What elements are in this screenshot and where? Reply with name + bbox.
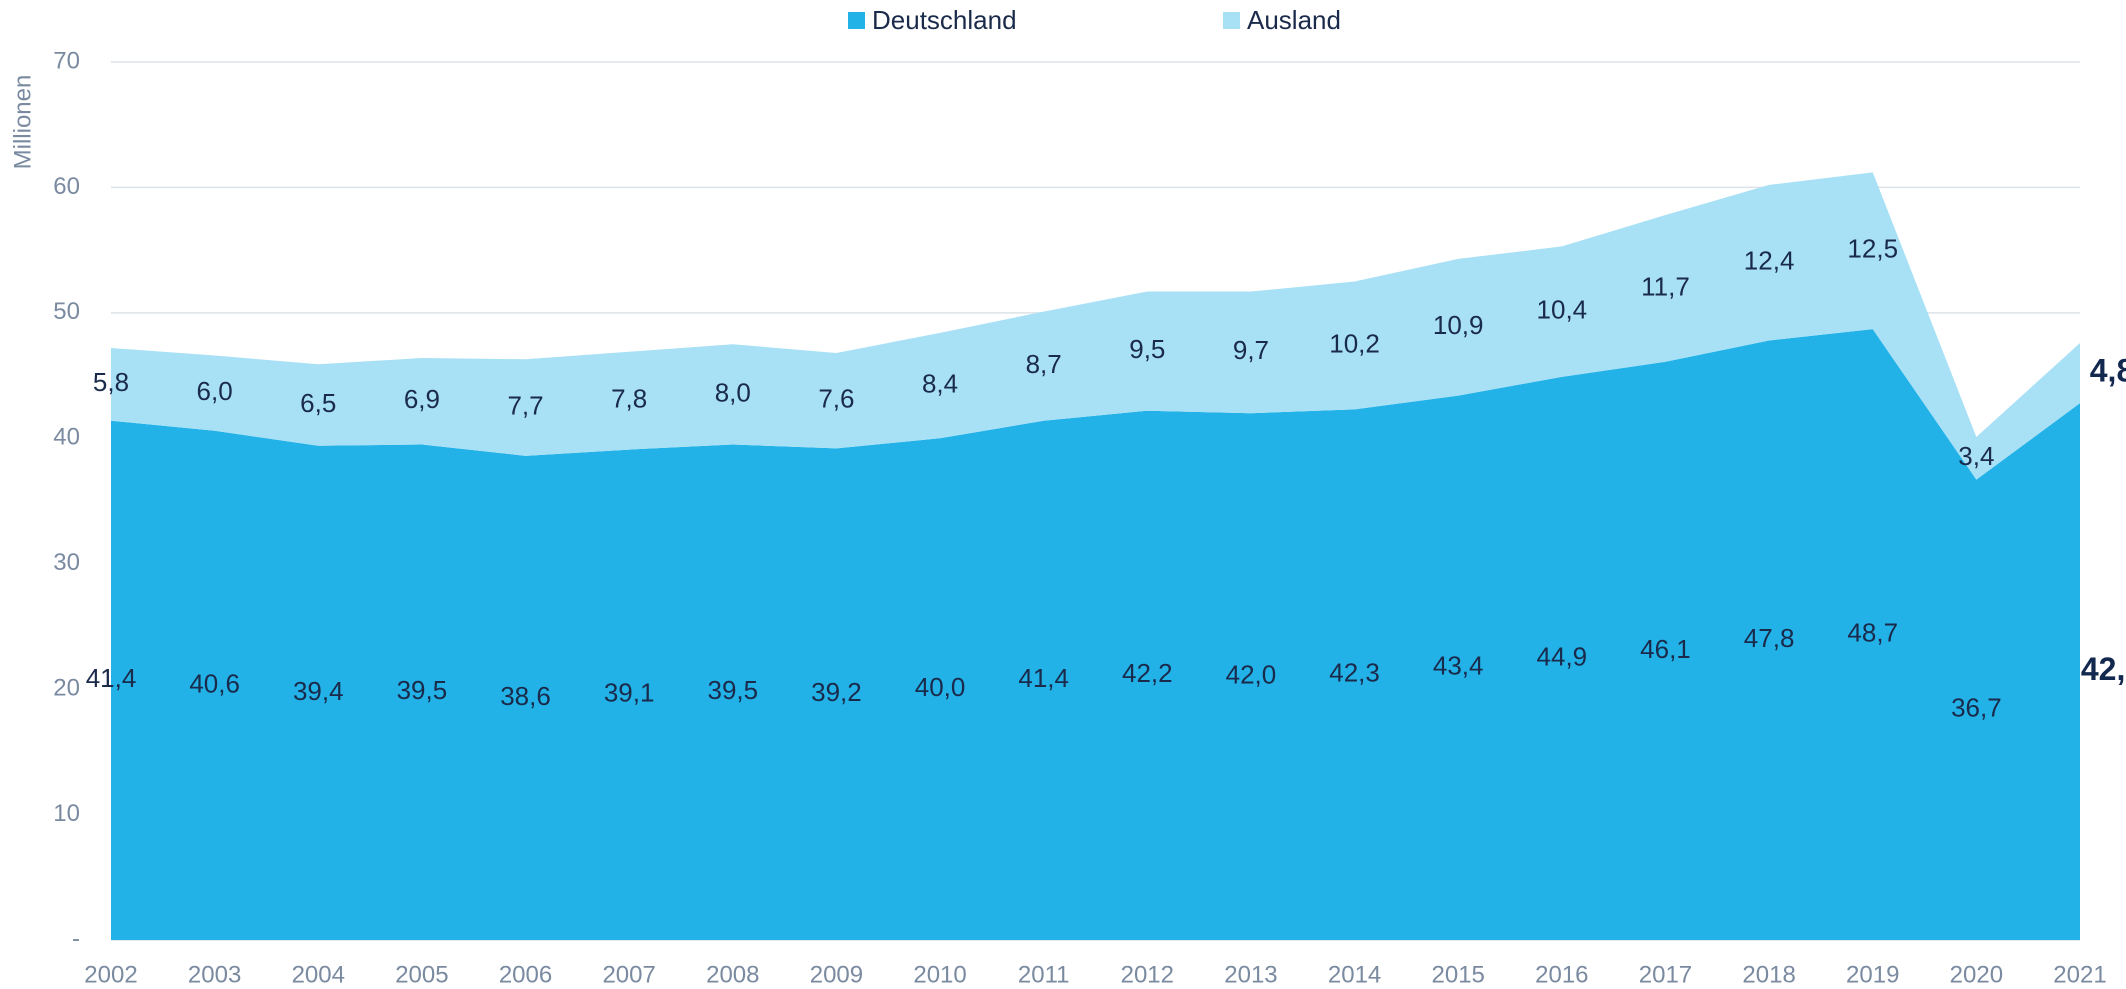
- x-tick-label: 2010: [913, 961, 966, 988]
- x-tick-label: 2013: [1224, 961, 1277, 988]
- data-label: 12,5: [1847, 234, 1898, 264]
- data-label: 8,0: [715, 377, 751, 407]
- data-label: 42,8: [2081, 651, 2126, 687]
- x-tick-label: 2018: [1742, 961, 1795, 988]
- x-tick-label: 2012: [1121, 961, 1174, 988]
- data-label: 7,8: [611, 384, 647, 414]
- data-label: 41,4: [86, 663, 137, 693]
- data-label: 42,0: [1226, 659, 1277, 689]
- data-label: 6,0: [197, 376, 233, 406]
- x-tick-label: 2006: [499, 961, 552, 988]
- data-label: 11,7: [1641, 271, 1690, 301]
- y-axis-label: Millionen: [9, 75, 36, 170]
- data-label: 44,9: [1537, 641, 1588, 671]
- data-label: 10,4: [1537, 294, 1588, 324]
- x-tick-label: 2021: [2053, 961, 2106, 988]
- data-label: 43,4: [1433, 651, 1484, 681]
- data-label: 6,9: [404, 384, 440, 414]
- x-tick-label: 2014: [1328, 961, 1381, 988]
- legend-swatch: [1223, 12, 1240, 29]
- x-tick-label: 2007: [602, 961, 655, 988]
- legend-swatch: [848, 12, 865, 29]
- y-tick-label: 10: [53, 800, 80, 827]
- x-tick-label: 2015: [1432, 961, 1485, 988]
- x-tick-label: 2004: [292, 961, 345, 988]
- x-tick-label: 2009: [810, 961, 863, 988]
- area: [111, 329, 2080, 941]
- data-label: 48,7: [1847, 617, 1898, 647]
- data-label: 5,8: [93, 367, 129, 397]
- y-tick-label: -: [72, 925, 80, 952]
- data-label: 38,6: [500, 681, 551, 711]
- y-tick-label: 60: [53, 173, 80, 200]
- x-tick-label: 2017: [1639, 961, 1692, 988]
- data-label: 8,4: [922, 368, 958, 398]
- data-label: 7,7: [507, 390, 543, 420]
- data-label: 36,7: [1951, 693, 2002, 723]
- data-label: 8,7: [1026, 349, 1062, 379]
- data-label: 41,4: [1018, 663, 1069, 693]
- y-tick-label: 30: [53, 549, 80, 576]
- data-label: 9,7: [1233, 335, 1269, 365]
- data-label: 9,5: [1129, 334, 1165, 364]
- data-label: 6,5: [300, 388, 336, 418]
- y-tick-label: 20: [53, 674, 80, 701]
- x-tick-label: 2011: [1018, 961, 1070, 988]
- legend-label: Ausland: [1247, 5, 1341, 35]
- data-label: 7,6: [818, 384, 854, 414]
- x-tick-label: 2008: [706, 961, 759, 988]
- data-label: 10,2: [1329, 328, 1380, 358]
- data-label: 39,5: [707, 675, 758, 705]
- y-tick-label: 50: [53, 298, 80, 325]
- y-tick-label: 40: [53, 424, 80, 451]
- data-label: 39,1: [604, 678, 655, 708]
- data-label: 39,5: [397, 675, 448, 705]
- data-label: 10,9: [1433, 310, 1484, 340]
- data-label: 39,4: [293, 676, 344, 706]
- data-label: 46,1: [1640, 634, 1691, 664]
- x-tick-label: 2003: [188, 961, 241, 988]
- data-label: 40,0: [915, 672, 966, 702]
- x-tick-label: 2016: [1535, 961, 1588, 988]
- data-label: 12,4: [1744, 246, 1795, 276]
- data-label: 42,3: [1329, 658, 1380, 688]
- x-tick-label: 2005: [395, 961, 448, 988]
- x-tick-label: 2019: [1846, 961, 1899, 988]
- x-tick-label: 2020: [1950, 961, 2003, 988]
- area: [111, 172, 2080, 480]
- data-label: 47,8: [1744, 623, 1795, 653]
- data-label: 4,8: [2090, 353, 2126, 389]
- y-tick-label: 70: [53, 47, 80, 74]
- x-tick-label: 2002: [84, 961, 137, 988]
- data-label: 40,6: [189, 668, 240, 698]
- data-label: 42,2: [1122, 658, 1173, 688]
- legend-label: Deutschland: [872, 5, 1017, 35]
- data-label: 39,2: [811, 677, 862, 707]
- data-label: 3,4: [1958, 441, 1994, 471]
